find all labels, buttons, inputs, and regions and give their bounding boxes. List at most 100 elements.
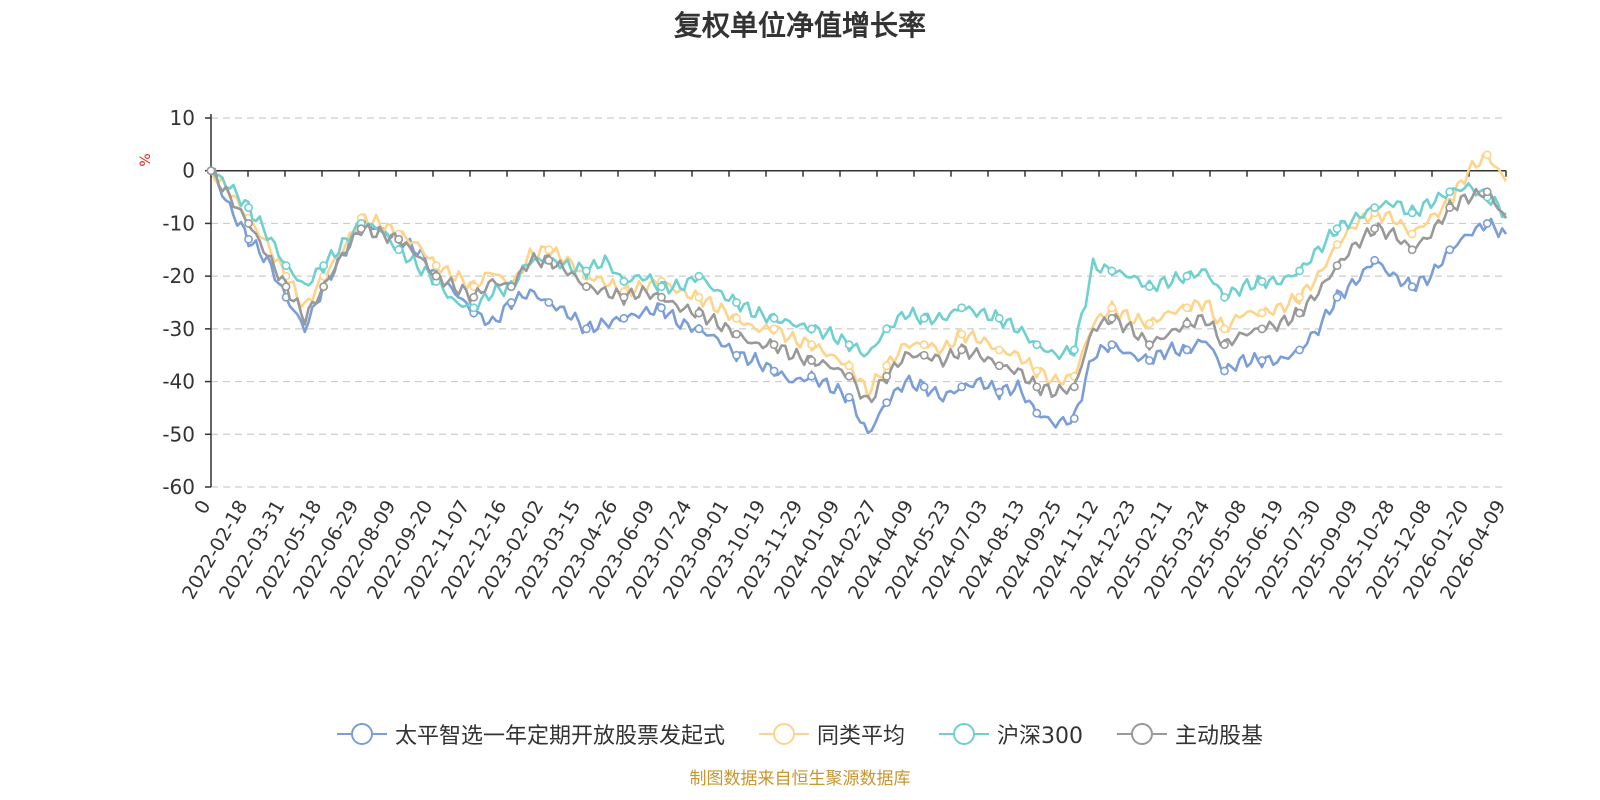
series-2-point (844, 361, 854, 371)
series-4-point (769, 340, 779, 350)
y-tick-label: -30 (162, 317, 195, 341)
series-1-point (994, 387, 1004, 397)
series-4-point (1145, 340, 1154, 350)
series-4-point (732, 329, 741, 339)
series-4-point (244, 219, 253, 228)
series-4-point (356, 224, 366, 234)
series-4-point (1407, 245, 1417, 255)
series-1-point (1445, 245, 1455, 255)
series-line-3 (209, 169, 1507, 361)
data-source-note: 制图数据来自恒生聚源数据库 (689, 769, 911, 789)
y-tick-label: -50 (162, 422, 195, 446)
y-tick-label: 0 (182, 159, 195, 183)
series-2-point (882, 361, 892, 371)
series-3-point (394, 245, 404, 255)
series-4-point (506, 282, 516, 292)
series-1-point (506, 298, 516, 307)
series-4-point (1332, 261, 1342, 270)
series-1-point (244, 234, 253, 244)
legend-label: 同类平均 (816, 724, 905, 749)
series-4-point (1182, 319, 1192, 328)
series-1-point (1295, 345, 1304, 355)
series-1-point (1220, 366, 1229, 376)
series-3-point (469, 303, 479, 313)
series-3-point (844, 340, 854, 350)
series-3-point (657, 282, 666, 292)
series-4-point (619, 292, 629, 302)
series-3-point (319, 261, 329, 270)
legend-label: 沪深300 (997, 724, 1083, 749)
series-3-point (281, 261, 291, 270)
series-1-point (1332, 292, 1342, 302)
series-3-point (919, 313, 929, 323)
series-2-point (694, 292, 704, 302)
legend-item-csi300[interactable]: 沪深300 (939, 718, 1083, 750)
series-4-point (319, 282, 329, 292)
series-4-point (657, 292, 666, 302)
series-3-point (1182, 271, 1192, 281)
series-3-point (1145, 282, 1154, 292)
x-tick-label: 0 (190, 497, 215, 518)
series-3-point (732, 298, 741, 307)
series-4-point (469, 292, 479, 302)
series-1-point (1482, 219, 1492, 228)
series-3-point (1332, 224, 1342, 234)
series-3-point (244, 203, 253, 213)
series-2-point (994, 345, 1004, 355)
series-4-point (581, 282, 591, 292)
series-2-point (1145, 319, 1154, 328)
series-1-point (882, 398, 892, 408)
series-4-point (844, 371, 854, 381)
series-1-point (844, 392, 854, 402)
y-unit-label: % (138, 153, 154, 166)
series-4-point (1482, 187, 1492, 197)
series-1-point (1182, 345, 1192, 355)
series-3-point (1407, 208, 1417, 218)
legend-series-2-icon (758, 723, 809, 745)
series-3-point (807, 324, 816, 334)
series-3-point (1295, 266, 1304, 276)
legend-label: 主动股基 (1175, 724, 1264, 749)
series-2-point (431, 261, 441, 270)
legend-item-fund[interactable]: 太平智选一年定期开放股票发起式 (336, 718, 725, 750)
legend-item-active-equity[interactable]: 主动股基 (1117, 718, 1263, 750)
legend-item-peer-average[interactable]: 同类平均 (758, 718, 905, 750)
line-chart: 100-10-20-30-40-50-60%02022-02-182022-03… (138, 106, 1510, 603)
series-4-point (919, 350, 929, 360)
series-3-point (957, 303, 967, 313)
y-tick-label: -60 (162, 475, 195, 499)
series-2-point (1257, 308, 1267, 318)
series-2-point (469, 282, 479, 292)
series-4-point (544, 255, 554, 265)
series-3-point (1032, 340, 1042, 350)
series-1-point (619, 313, 629, 323)
series-3-point (1370, 203, 1380, 213)
series-2-point (1182, 303, 1192, 313)
legend-series-1-icon (336, 723, 387, 745)
series-line-2 (209, 151, 1508, 400)
series-4-point (957, 345, 967, 355)
series-2-point (1107, 303, 1117, 313)
series-2-point (957, 329, 967, 339)
series-1-point (544, 298, 554, 307)
series-1-point (957, 382, 967, 392)
series-2-point (1295, 292, 1304, 302)
series-2-point (1220, 324, 1229, 334)
series-3-point (1257, 277, 1267, 286)
series-3-point (994, 313, 1004, 323)
series-2-point (1332, 240, 1342, 249)
series-1-point (769, 366, 779, 376)
series-1-point (807, 371, 816, 381)
series-2-point (769, 324, 779, 334)
series-1-point (1145, 356, 1154, 365)
series-1-point (1407, 282, 1417, 292)
series-3-point (882, 324, 892, 334)
series-1-point (1107, 340, 1117, 350)
series-1-point (694, 324, 704, 334)
y-tick-label: -40 (162, 370, 195, 394)
series-2-point (732, 313, 741, 323)
series-4-point (882, 371, 892, 381)
legend-series-3-icon (939, 723, 989, 745)
series-1-point (1257, 356, 1267, 365)
series-line-4 (210, 167, 1508, 404)
